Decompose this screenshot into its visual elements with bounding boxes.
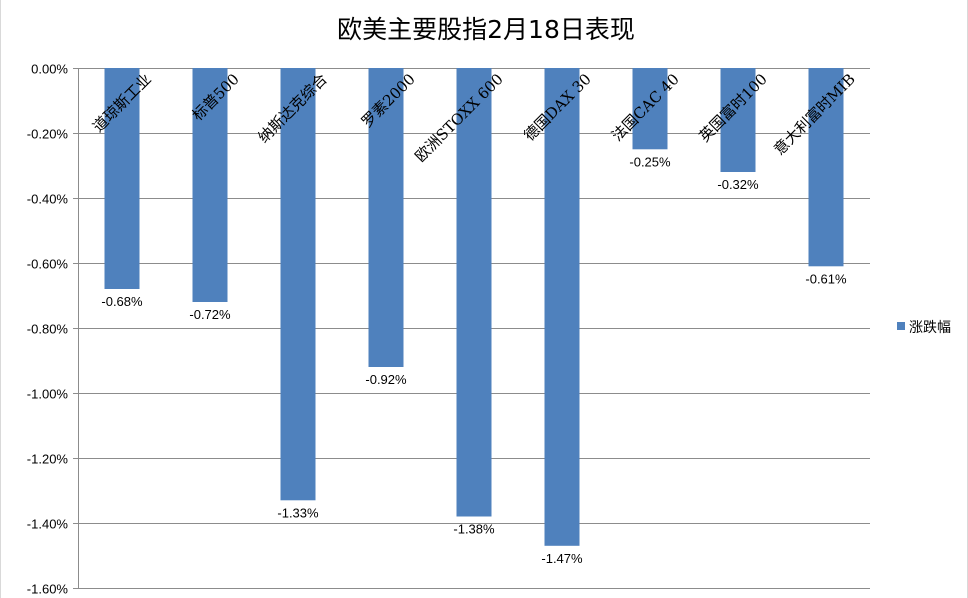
y-axis-tick-label: -0.40%: [27, 192, 69, 207]
bar-value-label: -0.92%: [365, 372, 407, 387]
bar: [720, 68, 756, 172]
y-axis-tick-label: -1.40%: [27, 517, 69, 532]
bar: [808, 68, 844, 267]
bar: [192, 68, 228, 302]
bar: [456, 68, 492, 517]
chart-title: 欧美主要股指2月18日表现: [337, 15, 635, 44]
bars: [104, 68, 844, 546]
y-axis-tick-label: -0.80%: [27, 322, 69, 337]
bar-value-label: -1.38%: [453, 522, 495, 537]
y-axis-tick-label: -1.00%: [27, 387, 69, 402]
bar: [280, 68, 316, 501]
y-axis-tick-label: -0.60%: [27, 257, 69, 272]
axes: 0.00% -0.20% -0.40% -0.60% -0.80% -1.00% -1.20…: [27, 62, 79, 597]
bar-value-label: -0.72%: [189, 307, 231, 322]
bar-value-label: -1.47%: [541, 551, 583, 566]
bar-value-label: -1.33%: [277, 505, 319, 520]
bar-value-label: -0.61%: [805, 271, 847, 286]
data-labels: -0.68% -0.72% -1.33% -0.92% -1.38% -1.47% -0.2…: [101, 154, 847, 566]
legend-label: 涨跌幅: [909, 320, 951, 336]
y-axis-tick-label: -0.20%: [27, 127, 69, 142]
bar-value-label: -0.32%: [717, 177, 759, 192]
bar: [632, 68, 668, 150]
legend: 涨跌幅: [897, 320, 951, 336]
y-axis-tick-label: -1.60%: [27, 582, 69, 597]
bar: [104, 68, 140, 289]
bar-value-label: -0.25%: [629, 154, 671, 169]
bar: [368, 68, 404, 367]
bar-value-label: -0.68%: [101, 294, 143, 309]
y-axis-tick-label: 0.00%: [31, 62, 68, 77]
y-axis-tick-label: -1.20%: [27, 452, 69, 467]
bar: [544, 68, 580, 546]
legend-swatch: [897, 322, 905, 330]
